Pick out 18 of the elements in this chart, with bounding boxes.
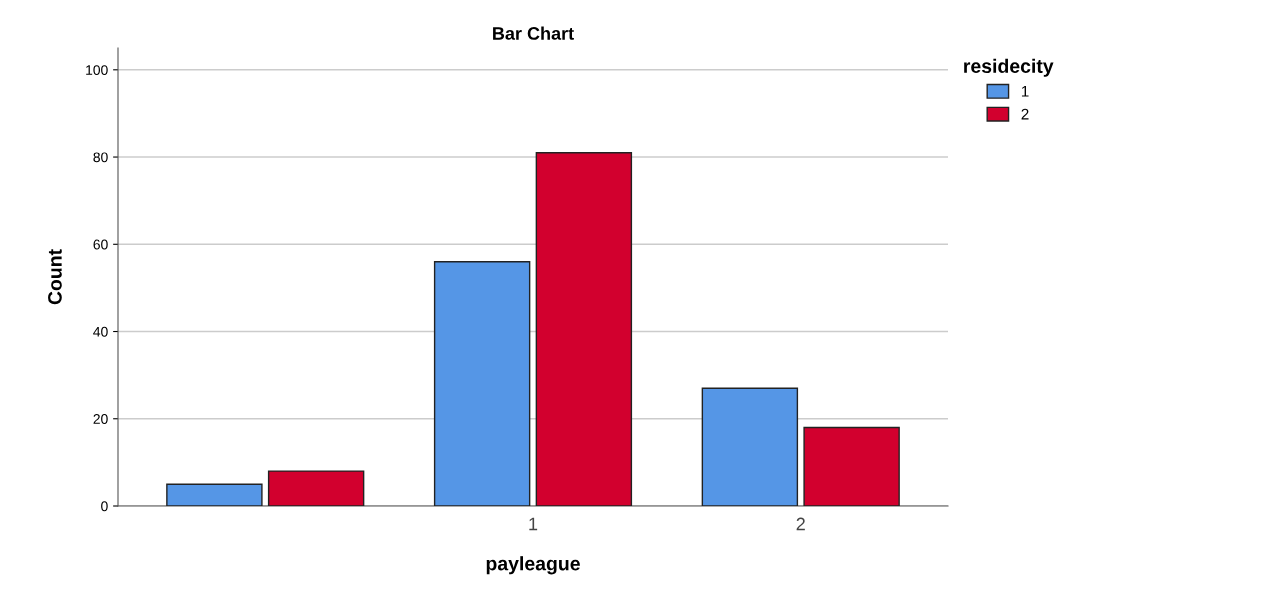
y-tick-label: 80 bbox=[93, 152, 108, 163]
bar bbox=[701, 387, 799, 506]
y-axis-title: Count bbox=[48, 249, 62, 305]
legend-label: 2 bbox=[1021, 108, 1029, 120]
x-axis-title: payleague bbox=[486, 556, 580, 575]
y-tick-label: 100 bbox=[86, 65, 108, 75]
bar bbox=[433, 261, 531, 506]
legend-label: 1 bbox=[1021, 86, 1029, 97]
bar bbox=[803, 426, 900, 506]
legend-title: residecity bbox=[964, 58, 1054, 77]
bar bbox=[166, 483, 263, 506]
y-tick-label: 0 bbox=[101, 501, 108, 512]
y-tick-label: 40 bbox=[93, 326, 108, 337]
y-tick-label: 20 bbox=[93, 414, 108, 424]
chart-title: Bar Chart bbox=[493, 26, 574, 40]
y-tick-label: 60 bbox=[93, 239, 108, 250]
bar bbox=[535, 151, 633, 506]
bar bbox=[267, 470, 365, 506]
